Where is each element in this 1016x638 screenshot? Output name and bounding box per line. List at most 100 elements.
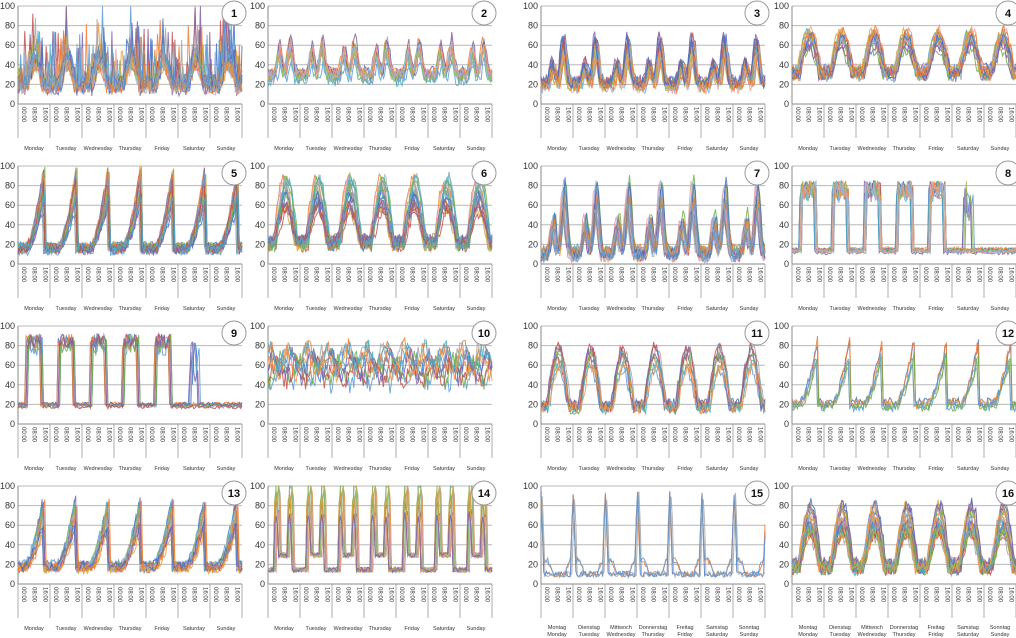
day-label: Tuesday: [56, 466, 77, 472]
x-tick-label: 08:00: [650, 107, 656, 123]
x-tick-label: 00:00: [858, 587, 864, 603]
x-tick-label: 08:00: [746, 267, 752, 283]
x-tick-label: 08:00: [554, 427, 560, 443]
panel-number-badge: 9: [221, 320, 247, 346]
x-tick-label: 16:00: [943, 587, 949, 603]
x-tick-label: 08:00: [473, 587, 479, 603]
day-label: Saturday: [706, 306, 728, 312]
y-tick-label: 80: [255, 341, 265, 351]
series-line: [791, 339, 1016, 409]
day-label: Saturday: [433, 466, 455, 472]
day-label: Tuesday: [830, 146, 851, 152]
y-tick-label: 60: [528, 200, 538, 210]
x-tick-label: 08:00: [377, 587, 383, 603]
day-label: Friday: [154, 466, 170, 472]
day-label: Thursday: [119, 466, 142, 472]
series-line: [540, 49, 766, 94]
day-label: Friday: [928, 306, 944, 312]
x-tick-label: 00:00: [986, 267, 992, 283]
x-tick-label: 08:00: [345, 427, 351, 443]
day-label: Thursday: [119, 626, 142, 632]
svg-text:12: 12: [1002, 328, 1014, 340]
x-tick-label: 00:00: [703, 587, 709, 603]
series-line: [791, 26, 1016, 78]
y-tick-label: 100: [523, 161, 538, 171]
y-tick-label: 20: [5, 399, 15, 409]
x-tick-label: 00:00: [398, 267, 404, 283]
x-tick-label: 16:00: [169, 587, 175, 603]
x-tick-label: 00:00: [575, 267, 581, 283]
svg-text:1: 1: [231, 8, 237, 20]
day-label: Sunday: [467, 306, 486, 312]
y-tick-label: 40: [779, 220, 789, 230]
series-line: [267, 491, 493, 575]
x-tick-label: 08:00: [997, 107, 1003, 123]
y-tick-label: 20: [779, 399, 789, 409]
day-label-overlay: Donnerstag: [890, 625, 918, 631]
y-tick-label: 80: [255, 181, 265, 191]
day-label: Friday: [677, 146, 693, 152]
y-tick-label: 40: [255, 540, 265, 550]
series-line: [267, 500, 493, 574]
y-tick-label: 20: [528, 79, 538, 89]
x-tick-label: 16:00: [137, 427, 143, 443]
x-tick-label: 08:00: [869, 427, 875, 443]
x-tick-label: 16:00: [387, 427, 393, 443]
x-tick-label: 16:00: [483, 267, 489, 283]
x-tick-label: 08:00: [682, 587, 688, 603]
day-label: Friday: [404, 626, 420, 632]
day-label: Monday: [798, 466, 818, 472]
day-label: Friday: [928, 466, 944, 472]
y-tick-label: 40: [528, 220, 538, 230]
day-label: Friday: [154, 306, 170, 312]
x-tick-label: 16:00: [137, 587, 143, 603]
x-tick-label: 08:00: [281, 587, 287, 603]
x-tick-label: 00:00: [302, 267, 308, 283]
day-label: Monday: [798, 632, 818, 638]
x-tick-label: 16:00: [815, 427, 821, 443]
x-tick-label: 16:00: [169, 427, 175, 443]
day-label: Thursday: [893, 632, 916, 638]
x-tick-label: 08:00: [554, 267, 560, 283]
x-tick-label: 16:00: [564, 427, 570, 443]
x-tick-label: 16:00: [911, 107, 917, 123]
x-tick-label: 00:00: [180, 267, 186, 283]
x-tick-label: 08:00: [965, 427, 971, 443]
chart-panel-6: 0 20 40 60 80 100 00:00 08:00 16:00 Monday 00:00 08…: [250, 160, 497, 318]
series-line: [267, 346, 493, 387]
x-tick-label: 08:00: [933, 427, 939, 443]
x-tick-label: 00:00: [116, 587, 122, 603]
x-tick-label: 16:00: [233, 587, 239, 603]
y-tick-label: 80: [5, 501, 15, 511]
x-tick-label: 08:00: [473, 427, 479, 443]
day-label-overlay: Mittwoch: [610, 625, 632, 631]
x-tick-label: 08:00: [409, 267, 415, 283]
x-tick-label: 08:00: [746, 107, 752, 123]
chart-panel-15: 0 20 40 60 80 100 00:00 08:00 16:00 Montag Monday 0…: [523, 480, 770, 638]
x-tick-label: 00:00: [703, 427, 709, 443]
x-tick-label: 00:00: [148, 107, 154, 123]
x-tick-label: 16:00: [847, 587, 853, 603]
x-tick-label: 08:00: [31, 427, 37, 443]
svg-text:3: 3: [754, 8, 760, 20]
y-tick-label: 0: [260, 579, 265, 589]
x-tick-label: 16:00: [660, 427, 666, 443]
day-label: Tuesday: [56, 626, 77, 632]
series-line: [17, 169, 243, 255]
day-label: Saturday: [183, 146, 205, 152]
x-tick-label: 00:00: [116, 427, 122, 443]
x-tick-label: 16:00: [879, 427, 885, 443]
x-tick-label: 08:00: [805, 107, 811, 123]
x-tick-label: 08:00: [127, 267, 133, 283]
svg-text:7: 7: [754, 168, 760, 180]
x-tick-label: 16:00: [847, 107, 853, 123]
day-label: Monday: [547, 632, 567, 638]
x-tick-label: 16:00: [724, 427, 730, 443]
x-tick-label: 16:00: [756, 107, 762, 123]
series-line: [17, 185, 243, 253]
x-tick-label: 08:00: [933, 267, 939, 283]
panel-number-badge: 10: [471, 320, 497, 346]
day-label: Monday: [547, 146, 567, 152]
x-tick-label: 16:00: [943, 107, 949, 123]
x-tick-label: 00:00: [302, 427, 308, 443]
